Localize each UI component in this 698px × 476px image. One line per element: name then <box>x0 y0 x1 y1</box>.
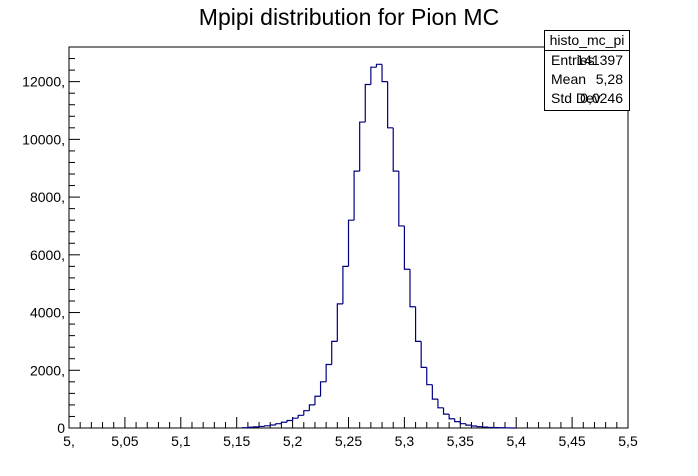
histogram-bin <box>303 410 310 416</box>
histogram-bin <box>381 64 388 83</box>
y-tick-label: 0 <box>57 420 65 436</box>
stats-label: Entries <box>551 52 595 68</box>
histogram-bin <box>314 395 321 405</box>
tick-labels: 5, 5,05 5,1 5,15 5,2 5,25 5,3 5,35 5,4 5,45 5,5 0 20… <box>22 74 638 449</box>
histogram-bin <box>448 414 455 420</box>
y-tick-label: 8000, <box>30 189 65 205</box>
x-tick-label: 5,35 <box>447 433 474 449</box>
histogram-bin <box>392 127 399 172</box>
histogram-bin <box>331 340 338 365</box>
histogram-bin <box>437 399 444 409</box>
histogram-bin <box>319 381 327 397</box>
y-tick-label: 4000, <box>30 305 65 321</box>
y-tick-label: 12000, <box>22 74 65 90</box>
histogram-bin <box>398 171 405 227</box>
histogram-bin <box>325 363 332 382</box>
histogram-bin <box>375 63 383 68</box>
x-tick-label: 5,2 <box>283 433 303 449</box>
histogram-bin <box>342 265 349 304</box>
stats-row-entries: Entries 141397 <box>545 51 629 70</box>
stats-value: 141397 <box>576 52 623 68</box>
histogram-bin <box>403 225 410 270</box>
histogram-bin <box>426 367 433 386</box>
histogram-bin <box>470 425 478 427</box>
stats-box: histo_mc_pi Entries 141397 Mean 5,28 Std… <box>544 30 630 111</box>
histogram-bin <box>420 341 427 368</box>
histogram-bin <box>387 81 394 129</box>
stats-box-title: histo_mc_pi <box>545 31 629 51</box>
histogram-bin <box>454 418 461 423</box>
stats-value: 5,28 <box>595 71 623 87</box>
x-tick-label: 5,25 <box>335 433 362 449</box>
histogram-bin <box>347 219 355 267</box>
histogram-bin <box>308 404 315 411</box>
histogram-bin <box>409 269 416 308</box>
stats-row-mean: Mean 5,28 <box>545 70 629 89</box>
stats-label: Std Dev <box>551 90 601 106</box>
histogram-bin <box>359 121 366 172</box>
histogram-bin <box>292 417 299 421</box>
histogram-bins <box>241 63 517 429</box>
histogram-bin <box>269 424 276 426</box>
histogram-bin <box>414 306 422 343</box>
histogram-bin <box>286 419 293 423</box>
y-tick-label: 2000, <box>30 362 65 378</box>
x-tick-label: 5,4 <box>506 433 526 449</box>
histogram-bin <box>264 425 271 427</box>
x-tick-label: 5,15 <box>223 433 250 449</box>
histogram-bin <box>442 407 450 415</box>
y-tick-label: 10000, <box>22 131 65 147</box>
stats-value: 0,0246 <box>580 90 623 106</box>
histogram-bin <box>353 170 360 221</box>
x-tick-label: 5,1 <box>171 433 191 449</box>
histogram-bin <box>476 425 483 428</box>
histogram-bin <box>370 66 377 85</box>
histogram-bin <box>280 421 288 424</box>
x-tick-label: 5, <box>63 433 75 449</box>
histogram-bin <box>465 423 472 426</box>
stats-row-stddev: Std Dev 0,0246 <box>545 89 629 108</box>
histogram-bin <box>336 303 343 342</box>
histogram-bin <box>364 83 371 123</box>
chart-title: Mpipi distribution for Pion MC <box>198 4 500 30</box>
x-tick-label: 5,5 <box>618 433 638 449</box>
histogram-bin <box>297 414 304 419</box>
x-tick-label: 5,05 <box>111 433 138 449</box>
histogram-bin <box>275 423 282 425</box>
y-tick-label: 6000, <box>30 247 65 263</box>
histogram-bin <box>459 421 466 425</box>
histogram-bin <box>431 384 438 400</box>
stats-label: Mean <box>551 71 587 87</box>
x-tick-label: 5,45 <box>558 433 585 449</box>
x-tick-label: 5,3 <box>395 433 415 449</box>
